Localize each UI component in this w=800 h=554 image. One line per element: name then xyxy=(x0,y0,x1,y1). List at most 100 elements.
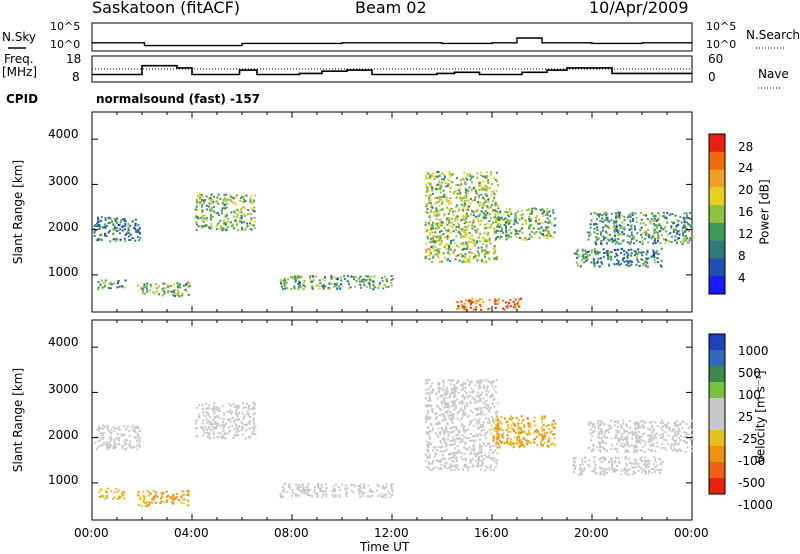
power-pixel xyxy=(128,239,131,242)
velocity-pixel xyxy=(541,426,544,429)
power-pixel xyxy=(606,219,609,222)
power-pixel xyxy=(440,234,443,237)
power-pixel xyxy=(656,219,659,221)
power-pixel xyxy=(486,226,489,229)
power-pixel xyxy=(443,236,446,239)
power-pixel xyxy=(482,175,485,178)
velocity-pixel xyxy=(691,434,694,436)
power-pixel xyxy=(609,238,612,241)
velocity-pixel xyxy=(536,444,539,446)
power-pixel xyxy=(613,255,616,258)
power-pixel xyxy=(495,237,498,240)
velocity-pixel xyxy=(253,427,256,430)
power-pixel xyxy=(475,231,478,234)
velocity-pixel xyxy=(441,419,444,422)
velocity-pixel xyxy=(178,499,181,502)
velocity-pixel xyxy=(300,486,303,489)
power-pixel xyxy=(201,206,204,208)
power-pixel xyxy=(483,212,486,215)
velocity-pixel xyxy=(98,425,101,428)
velocity-pixel xyxy=(634,423,637,426)
power-pixel xyxy=(685,216,688,219)
velocity-pixel xyxy=(495,413,498,416)
power-pixel xyxy=(426,187,429,190)
velocity-pixel xyxy=(492,436,495,439)
velocity-pixel xyxy=(110,490,113,492)
power-pixel xyxy=(662,238,665,241)
velocity-pixel xyxy=(180,501,183,504)
power-pixel xyxy=(447,184,449,187)
power-pixel xyxy=(438,237,441,240)
power-pixel xyxy=(513,228,516,231)
velocity-pixel xyxy=(686,442,689,444)
velocity-pixel xyxy=(616,429,619,432)
velocity-pixel xyxy=(208,432,211,435)
velocity-pixel xyxy=(573,471,575,473)
velocity-ytick-label: 1000 xyxy=(48,473,79,487)
power-pixel xyxy=(686,221,689,224)
power-pixel xyxy=(434,231,437,234)
velocity-pixel xyxy=(498,421,501,423)
power-pixel xyxy=(456,301,459,303)
velocity-pixel xyxy=(639,458,642,461)
power-pixel xyxy=(483,232,486,235)
velocity-pixel xyxy=(495,415,498,418)
velocity-pixel xyxy=(391,494,394,496)
power-pixel xyxy=(454,210,457,213)
velocity-pixel xyxy=(650,440,652,443)
power-pixel xyxy=(124,233,127,236)
velocity-pixel xyxy=(528,433,531,436)
power-pixel xyxy=(464,247,467,250)
velocity-pixel xyxy=(121,492,123,495)
power-pixel xyxy=(545,226,548,229)
power-pixel xyxy=(101,286,104,289)
power-pixel xyxy=(469,174,472,177)
power-pixel xyxy=(197,225,200,228)
power-pixel xyxy=(219,226,222,229)
velocity-pixel xyxy=(166,499,169,502)
power-pixel xyxy=(641,236,644,239)
velocity-pixel xyxy=(523,445,526,448)
velocity-pixel xyxy=(580,468,582,471)
velocity-pixel xyxy=(244,437,247,440)
velocity-pixel xyxy=(143,498,146,501)
power-pixel xyxy=(506,220,509,223)
power-pixel xyxy=(323,279,326,282)
velocity-pixel xyxy=(476,409,479,412)
velocity-pixel xyxy=(455,466,458,469)
velocity-pixel xyxy=(496,442,499,444)
power-pixel xyxy=(599,213,602,216)
velocity-pixel xyxy=(488,456,491,459)
power-pixel xyxy=(181,294,184,297)
power-pixel xyxy=(225,226,228,229)
velocity-pixel xyxy=(466,429,469,431)
power-pixel xyxy=(134,222,137,225)
power-pixel xyxy=(430,173,433,176)
velocity-pixel xyxy=(125,439,128,442)
power-pixel xyxy=(494,193,497,196)
velocity-pixel xyxy=(125,442,127,445)
power-pixel xyxy=(505,238,508,241)
velocity-pixel xyxy=(142,490,145,493)
velocity-pixel xyxy=(222,418,225,421)
power-pixel xyxy=(368,283,371,286)
power-pixel xyxy=(208,202,211,205)
velocity-pixel xyxy=(252,401,255,404)
power-pixel xyxy=(637,248,640,251)
power-pixel xyxy=(142,292,145,295)
velocity-pixel xyxy=(633,462,636,465)
velocity-pixel xyxy=(620,426,623,428)
velocity-pixel xyxy=(445,443,448,446)
power-pixel xyxy=(538,237,541,239)
velocity-pixel xyxy=(600,473,602,476)
power-pixel xyxy=(495,171,498,174)
power-pixel xyxy=(667,233,670,236)
velocity-pixel xyxy=(247,412,250,415)
velocity-pixel xyxy=(480,468,483,471)
velocity-pixel xyxy=(628,420,631,423)
velocity-pixel xyxy=(520,443,523,446)
power-pixel xyxy=(608,239,611,242)
power-pixel xyxy=(437,209,440,212)
power-pixel xyxy=(172,294,175,297)
power-pixel xyxy=(618,264,621,266)
